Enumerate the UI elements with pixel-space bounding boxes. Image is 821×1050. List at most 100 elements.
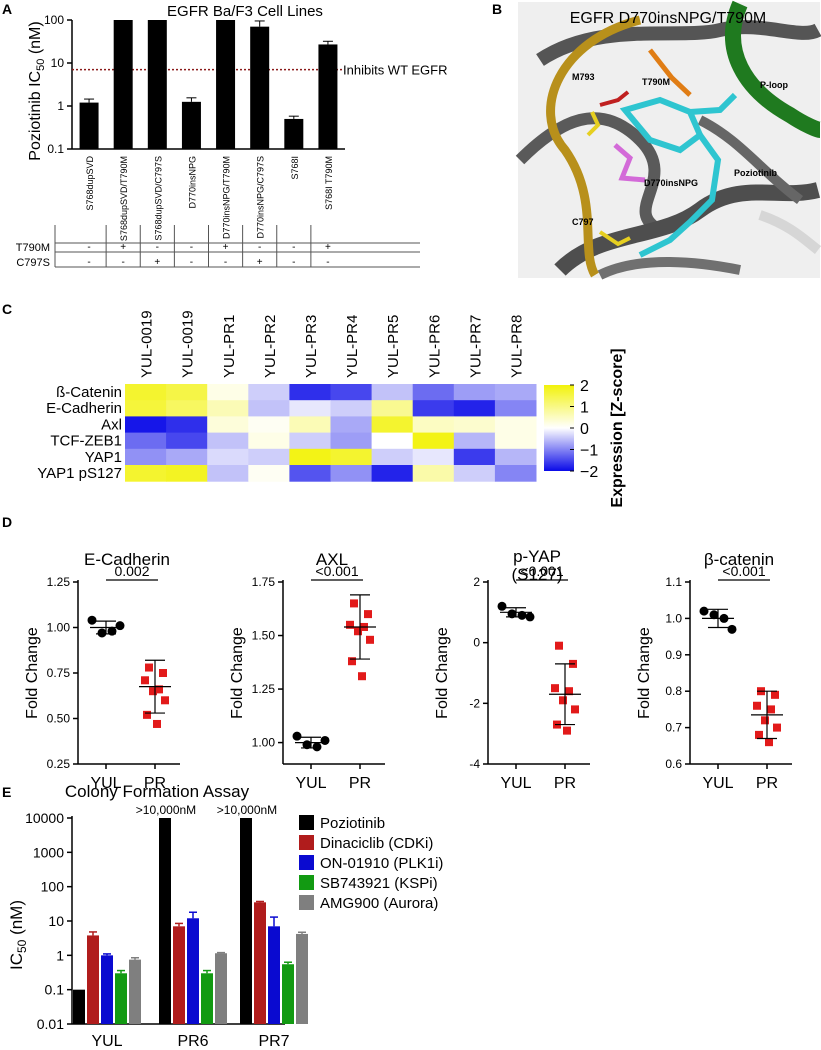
heatmap-cell [248,400,290,417]
heatmap-cell [207,448,249,466]
heatmap-cell [494,465,537,482]
plot-x-label: PR [144,775,166,792]
panel-e-y-tick-label: 100 [41,879,65,895]
bar-PR7 [268,926,280,1024]
pr-point [563,726,571,735]
panel-a-y-tick-label: 10 [51,56,65,70]
column-label: YUL-PR3 [303,315,320,378]
heatmap-cell [289,448,331,466]
pr-point [145,663,153,672]
panel-b-title: EGFR D770insNPG/T790M [570,10,767,27]
plot-y-tick-label: 0.6 [665,757,682,771]
legend-label: AMG900 (Aurora) [320,895,438,912]
row-label-c797s: C797S [16,257,50,269]
pr-point [143,710,151,719]
heatmap-cell [289,432,331,450]
bar-PR7 [254,902,266,1024]
bar-S768I T790M [318,44,338,150]
heatmap-cell [412,432,455,450]
c797s-mark: - [87,257,90,268]
heatmap-cell [248,432,290,450]
p-value: <0.001 [722,563,765,579]
heatmap-cell [371,465,414,482]
over-limit-annotation: >10,000nM [217,803,277,817]
plot-ylabel: Fold Change [434,627,451,719]
row-label: YAP1 [85,449,122,466]
heatmap-cell [289,465,331,482]
plot-title: p-YAP [513,547,561,566]
t790m-mark: - [292,242,295,253]
column-label: YUL-0019 [139,310,156,378]
bar-S768dupSVD [79,102,99,149]
heatmap-cell [289,384,331,401]
bar-S768dupSVD/T790M [113,20,133,149]
column-label: YUL-PR5 [385,315,402,378]
heatmap-cell [207,384,249,401]
column-label: YUL-PR8 [508,315,525,378]
pr-point [348,657,356,666]
plot-y-tick-label: 1.00 [47,621,71,635]
pr-point [366,635,374,644]
t790m-mark: - [156,242,159,253]
colorbar-ticks: 2 1 0 −1 −2 [570,378,598,481]
yul-point [699,606,709,616]
panel-e-title: Colony Formation Assay [65,782,250,801]
column-label: YUL-PR6 [426,315,443,378]
pr-point [565,687,573,696]
x-label-S768dupSVD/T790M: S768dupSVD/T790M [119,156,129,241]
colorbar-tick-label: 2 [580,378,589,395]
row-label: ß-Catenin [56,384,122,401]
column-label: YUL-PR2 [262,315,279,378]
plot-x-label: PR [756,775,778,792]
plot-y-tick-label: 0 [473,636,480,650]
panel-e-y-tick-label: 1000 [33,844,64,860]
pr-point [753,701,761,710]
panel-e: E Colony Formation Assay IC50 (nM) 0.01 0… [2,782,443,1050]
pr-point [346,620,354,629]
panel-e-y-tick-label: 0.1 [45,982,65,998]
heatmap-cell [371,416,414,434]
t790m-mark: + [120,242,126,253]
label-d770insnpg: D770insNPG [644,178,698,188]
heatmap-cell [289,400,331,417]
heatmap-cell [125,448,167,466]
heatmap-cell [412,448,455,466]
panel-a-y-tick-label: 100 [44,13,64,27]
plot-ylabel: Fold Change [24,627,41,719]
column-label: YUL-0019 [180,310,197,378]
heatmap-cell [125,465,167,482]
plot-y-tick-label: 1.25 [252,682,276,696]
plot-title: AXL [316,550,348,569]
heatmap-cell [494,448,537,466]
heatmap-cell [412,400,455,417]
heatmap-cell [371,432,414,450]
plot-y-tick-label: 1.0 [665,611,682,625]
colorbar-tick-label: −1 [580,443,598,460]
c797s-mark: - [292,257,295,268]
plot-x-label: YUL [500,775,531,792]
heatmap-cell [125,432,167,450]
plot-y-tick-label: 0.75 [47,666,71,680]
colorbar-title: Expression [Z-score] [609,348,626,507]
panel-e-x-label: PR6 [177,1033,208,1050]
bar-PR7 [240,818,252,1024]
bar-D770insNPG [181,101,201,149]
c797s-mark: - [122,257,125,268]
row-label: YAP1 pS127 [37,465,122,482]
yul-point [517,610,527,620]
panel-e-y-tick-label: 0.01 [37,1016,64,1032]
yul-point [727,624,737,634]
x-label-S768I T790M: S768I T790M [324,156,334,210]
c797s-mark: - [224,257,227,268]
pr-point [551,684,559,693]
heatmap-column-labels: YUL-0019 YUL-0019 YUL-PR1 YUL-PR2 YUL-PR3 YUL… [139,310,526,378]
x-label-S768dupSVD/C797S: S768dupSVD/C797S [153,156,163,241]
plot-y-tick-label: 0.50 [47,712,71,726]
panel-a-ylabel: Poziotinib IC50 (nM) [27,21,47,160]
panel-a: A EGFR Ba/F3 Cell Lines Poziotinib IC50 … [2,1,448,269]
pr-point [149,687,157,696]
yul-point [87,615,97,625]
colorbar-tick-label: −2 [580,464,598,481]
